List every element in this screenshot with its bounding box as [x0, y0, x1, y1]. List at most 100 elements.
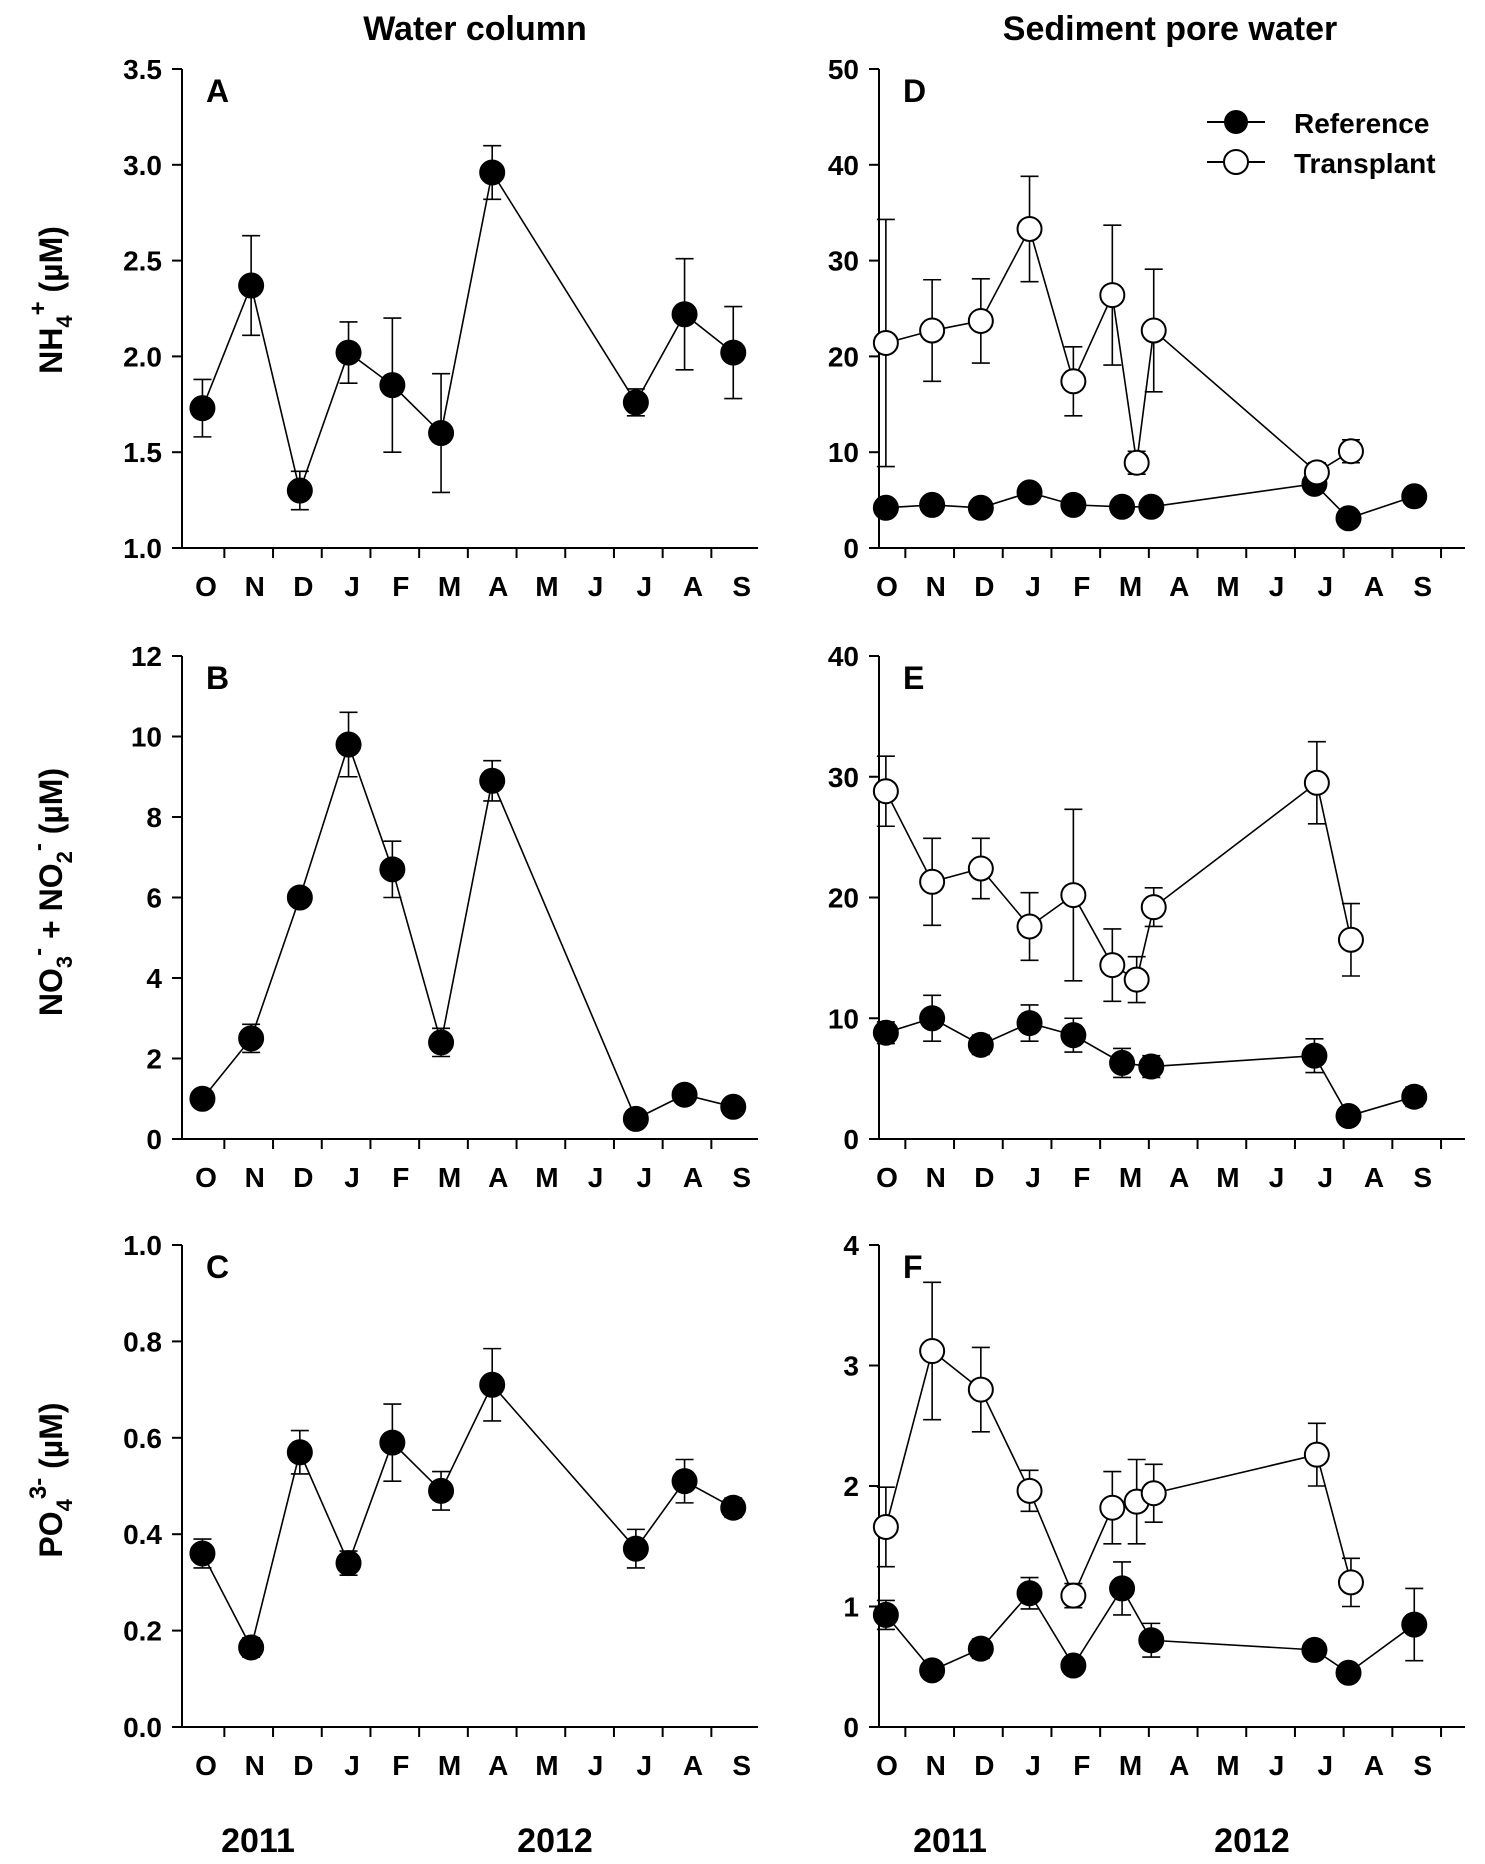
data-point-reference-D	[1138, 493, 1165, 520]
data-point-reference-E	[1401, 1083, 1428, 1110]
y-tick-label-B: 2	[146, 1044, 162, 1075]
data-point-transplant-F	[1337, 1569, 1364, 1596]
x-tick-label-A: F	[392, 571, 409, 602]
y-axis-label-po4: PO43- (µM)	[25, 1402, 77, 1557]
data-point-reference-C	[286, 1439, 313, 1466]
data-point-reference-A	[379, 372, 406, 399]
data-point-reference-E	[919, 1005, 946, 1032]
data-point-reference-F	[1060, 1652, 1087, 1679]
data-point-transplant-E	[1016, 913, 1043, 940]
data-point-transplant-E	[1140, 894, 1167, 921]
data-point-reference-D	[1109, 493, 1136, 520]
data-point-reference-A	[286, 477, 313, 504]
year-label-right-2011: 2011	[913, 1822, 987, 1860]
x-tick-label-C: N	[245, 1750, 265, 1781]
panel-letter-C: C	[206, 1249, 229, 1285]
x-tick-label-F: J	[1318, 1750, 1334, 1781]
data-point-reference-A	[622, 389, 649, 416]
data-point-reference-C	[238, 1634, 265, 1661]
y-tick-label-C: 0.4	[123, 1519, 162, 1550]
x-tick-label-A: J	[344, 571, 360, 602]
data-point-reference-F	[1335, 1659, 1362, 1686]
x-tick-label-B: N	[245, 1162, 265, 1193]
data-point-transplant-F	[1060, 1582, 1087, 1609]
x-tick-label-F: D	[974, 1750, 994, 1781]
data-point-reference-E	[1301, 1042, 1328, 1069]
x-tick-label-E: A	[1169, 1162, 1189, 1193]
y-tick-label-F: 0	[843, 1712, 859, 1743]
x-tick-label-D: M	[1119, 571, 1142, 602]
x-tick-label-E: M	[1119, 1162, 1142, 1193]
x-tick-label-F: S	[1413, 1750, 1432, 1781]
data-point-reference-B	[335, 731, 362, 758]
data-point-reference-C	[622, 1535, 649, 1562]
y-tick-label-A: 3.5	[123, 54, 162, 85]
data-point-reference-F	[872, 1601, 899, 1628]
series-line-reference-B	[201, 742, 734, 1120]
y-tick-label-C: 0.6	[123, 1423, 162, 1454]
legend-label-transplant: Transplant	[1294, 148, 1436, 179]
data-point-transplant-F	[1140, 1480, 1167, 1507]
data-point-transplant-D	[1060, 368, 1087, 395]
legend-label-reference: Reference	[1294, 108, 1429, 139]
data-point-transplant-D	[1123, 449, 1150, 476]
y-tick-label-B: 8	[146, 802, 162, 833]
x-tick-label-A: N	[245, 571, 265, 602]
data-point-reference-B	[622, 1105, 649, 1132]
data-point-transplant-E	[919, 868, 946, 895]
panel-letter-D: D	[903, 73, 926, 109]
y-tick-label-B: 12	[131, 641, 162, 672]
data-point-transplant-E	[1099, 952, 1126, 979]
y-tick-label-D: 30	[828, 246, 859, 277]
data-point-reference-F	[1401, 1611, 1428, 1638]
x-tick-label-A: S	[732, 571, 751, 602]
series-line-reference-A	[201, 170, 734, 494]
x-tick-label-D: J	[1318, 571, 1334, 602]
x-tick-label-B: M	[535, 1162, 558, 1193]
x-tick-label-F: M	[1119, 1750, 1142, 1781]
series-line-transplant-E	[885, 781, 1352, 981]
data-point-reference-D	[872, 494, 899, 521]
x-tick-label-F: A	[1364, 1750, 1384, 1781]
x-tick-label-C: F	[392, 1750, 409, 1781]
data-point-reference-D	[967, 494, 994, 521]
data-point-reference-C	[479, 1371, 506, 1398]
panel-letter-B: B	[206, 660, 229, 696]
series-line-reference-C	[201, 1383, 734, 1650]
x-tick-label-B: M	[438, 1162, 461, 1193]
data-point-transplant-D	[1099, 282, 1126, 309]
x-tick-label-E: J	[1318, 1162, 1334, 1193]
y-tick-label-B: 4	[146, 963, 162, 994]
data-point-transplant-F	[967, 1376, 994, 1403]
data-point-reference-F	[1138, 1627, 1165, 1654]
x-tick-label-B: J	[588, 1162, 604, 1193]
y-tick-label-A: 2.5	[123, 246, 162, 277]
panel-letter-A: A	[206, 73, 229, 109]
x-tick-label-E: J	[1269, 1162, 1285, 1193]
data-point-transplant-D	[967, 307, 994, 334]
data-point-transplant-F	[1303, 1441, 1330, 1468]
x-tick-label-A: J	[588, 571, 604, 602]
data-point-reference-A	[189, 395, 216, 422]
x-tick-label-E: M	[1216, 1162, 1239, 1193]
y-tick-label-A: 3.0	[123, 150, 162, 181]
data-point-transplant-D	[872, 329, 899, 356]
y-tick-label-B: 10	[131, 722, 162, 753]
y-tick-label-A: 2.0	[123, 341, 162, 372]
x-tick-label-B: F	[392, 1162, 409, 1193]
y-tick-label-F: 2	[843, 1471, 859, 1502]
data-point-reference-E	[1138, 1053, 1165, 1080]
series-line-transplant-D	[885, 226, 1352, 474]
series-line-transplant-F	[885, 1349, 1352, 1598]
y-tick-label-F: 1	[843, 1592, 859, 1623]
x-tick-label-B: J	[344, 1162, 360, 1193]
data-point-reference-B	[479, 767, 506, 794]
data-point-reference-A	[238, 272, 265, 299]
panel-letter-F: F	[903, 1249, 923, 1285]
x-tick-label-A: A	[488, 571, 508, 602]
data-point-reference-D	[1401, 483, 1428, 510]
y-tick-label-E: 0	[843, 1124, 859, 1155]
x-tick-label-B: A	[683, 1162, 703, 1193]
data-point-transplant-F	[919, 1338, 946, 1365]
